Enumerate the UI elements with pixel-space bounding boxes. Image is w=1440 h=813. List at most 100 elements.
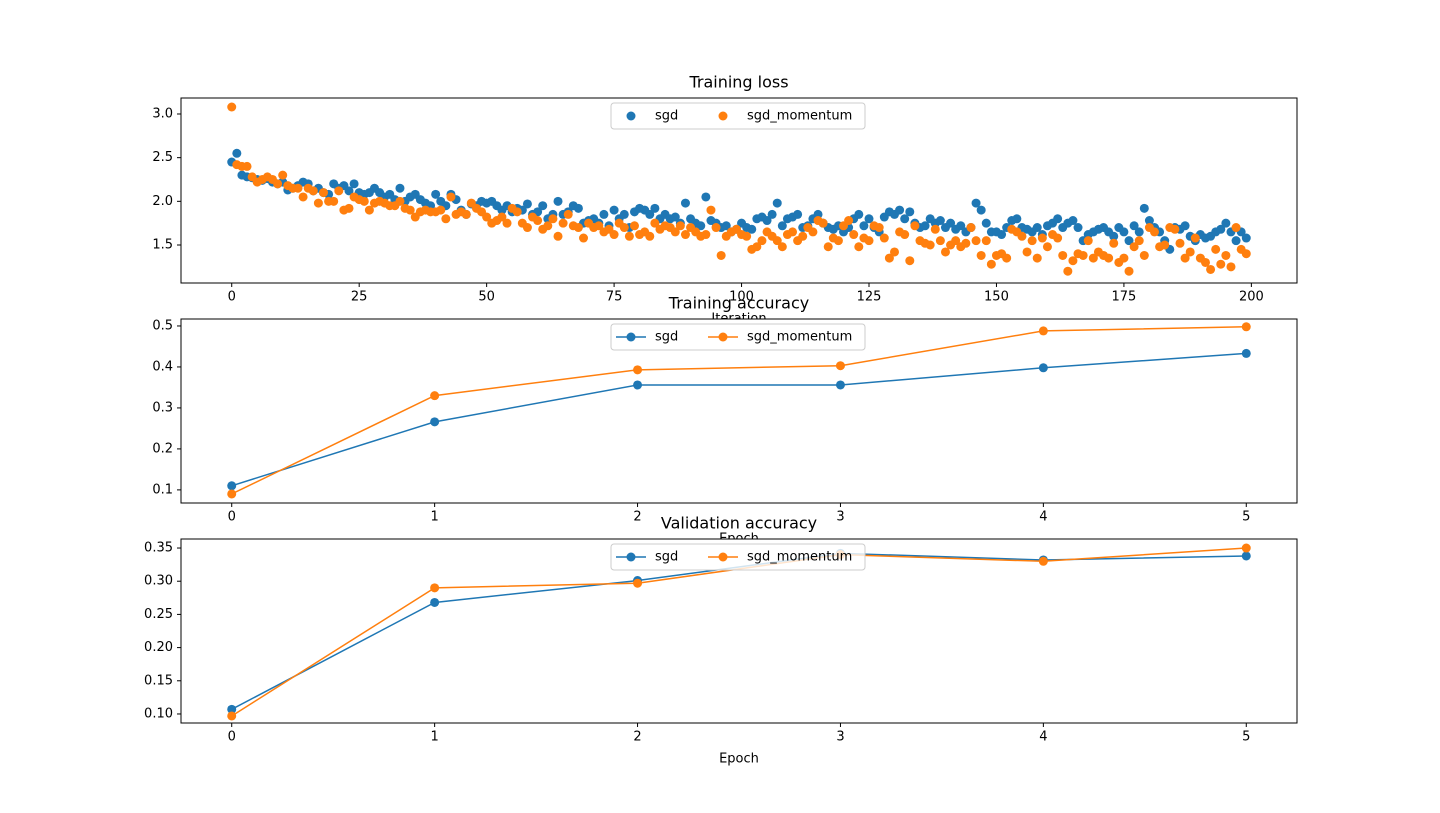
point (675, 221, 685, 231)
point (1063, 266, 1073, 276)
point (854, 242, 864, 252)
point (308, 186, 318, 196)
point (844, 216, 854, 226)
point (1150, 227, 1160, 237)
point (879, 233, 889, 243)
point (1226, 262, 1236, 272)
y-tick-label: 0.5 (152, 318, 173, 333)
point (1002, 253, 1012, 263)
x-tick-label: 75 (606, 290, 623, 305)
point (670, 227, 680, 237)
point (706, 205, 716, 215)
point (793, 209, 803, 219)
point (633, 578, 643, 588)
point (1119, 253, 1129, 263)
point (925, 240, 935, 250)
point (757, 236, 767, 246)
point (1083, 236, 1093, 246)
point (543, 221, 553, 231)
point (864, 236, 874, 246)
x-tick-label: 0 (228, 730, 236, 745)
x-tick-label: 1 (430, 730, 438, 745)
point (563, 209, 573, 219)
line (231, 352, 1247, 487)
point (859, 221, 869, 231)
point (808, 227, 818, 237)
point (619, 223, 629, 233)
point (818, 218, 828, 228)
point (1058, 250, 1068, 260)
point (497, 212, 507, 222)
point (981, 218, 991, 228)
x-tick-label: 3 (836, 510, 844, 525)
point (935, 216, 945, 226)
y-tick-label: 0.15 (144, 673, 173, 688)
point (986, 259, 996, 269)
point (522, 199, 532, 209)
point (645, 209, 655, 219)
point (752, 242, 762, 252)
point (884, 253, 894, 263)
point (573, 203, 583, 213)
x-tick-label: 4 (1039, 730, 1047, 745)
point (747, 224, 757, 234)
point (1053, 233, 1063, 243)
point (971, 198, 981, 208)
point (976, 250, 986, 260)
point (905, 207, 915, 217)
point (430, 391, 440, 401)
point (767, 209, 777, 219)
point (512, 207, 522, 217)
point (1017, 231, 1027, 241)
point (522, 223, 532, 233)
y-tick-label: 0.30 (144, 574, 173, 589)
y-tick-label: 1.5 (152, 238, 173, 253)
point (1139, 250, 1149, 260)
point (864, 214, 874, 224)
point (1068, 216, 1078, 226)
chart-title: Validation accuracy (661, 514, 817, 533)
point (1144, 216, 1154, 226)
x-tick-label: 100 (729, 290, 754, 305)
point (1170, 224, 1180, 234)
point (910, 221, 920, 231)
point (431, 189, 441, 199)
point (966, 223, 976, 233)
point (227, 481, 237, 491)
point (1241, 543, 1251, 553)
point (430, 583, 440, 593)
x-tick-label: 1 (430, 510, 438, 525)
point (1038, 363, 1048, 373)
point (502, 218, 512, 228)
point (650, 218, 660, 228)
point (716, 250, 726, 260)
x-tick-label: 200 (1239, 290, 1264, 305)
point (633, 380, 643, 390)
point (619, 209, 629, 219)
point (981, 236, 991, 246)
point (1119, 227, 1129, 237)
point (823, 242, 833, 252)
point (777, 221, 787, 231)
point (533, 216, 543, 226)
legend-marker (626, 111, 636, 121)
point (553, 231, 563, 241)
point (548, 214, 558, 224)
point (395, 196, 405, 206)
point (573, 223, 583, 233)
point (482, 212, 492, 222)
point (405, 205, 415, 215)
point (680, 198, 690, 208)
point (1134, 236, 1144, 246)
point (1211, 244, 1221, 254)
point (940, 247, 950, 257)
point (1073, 223, 1083, 233)
point (1180, 221, 1190, 231)
x-tick-label: 0 (228, 510, 236, 525)
legend-marker (718, 111, 728, 121)
point (670, 212, 680, 222)
point (721, 221, 731, 231)
y-tick-label: 0.1 (152, 482, 173, 497)
point (1129, 242, 1139, 252)
